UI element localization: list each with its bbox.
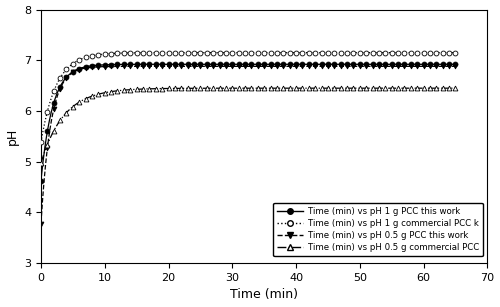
Legend: Time (min) vs pH 1 g PCC this work, Time (min) vs pH 1 g commercial PCC k, Time : Time (min) vs pH 1 g PCC this work, Time… bbox=[273, 203, 483, 256]
X-axis label: Time (min): Time (min) bbox=[230, 289, 298, 301]
Y-axis label: pH: pH bbox=[6, 128, 18, 145]
